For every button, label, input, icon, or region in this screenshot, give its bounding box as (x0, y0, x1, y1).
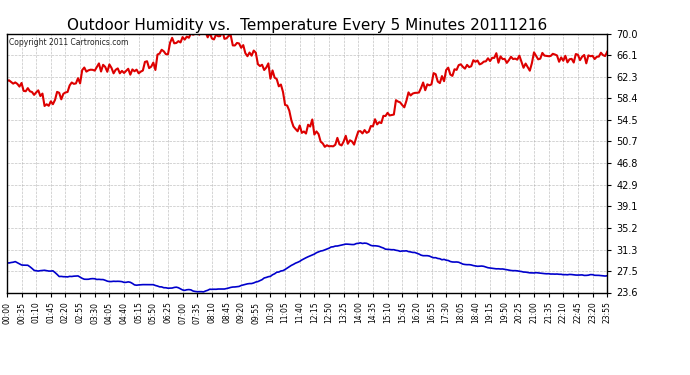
Text: Copyright 2011 Cartronics.com: Copyright 2011 Cartronics.com (9, 38, 128, 46)
Title: Outdoor Humidity vs.  Temperature Every 5 Minutes 20111216: Outdoor Humidity vs. Temperature Every 5… (67, 18, 547, 33)
